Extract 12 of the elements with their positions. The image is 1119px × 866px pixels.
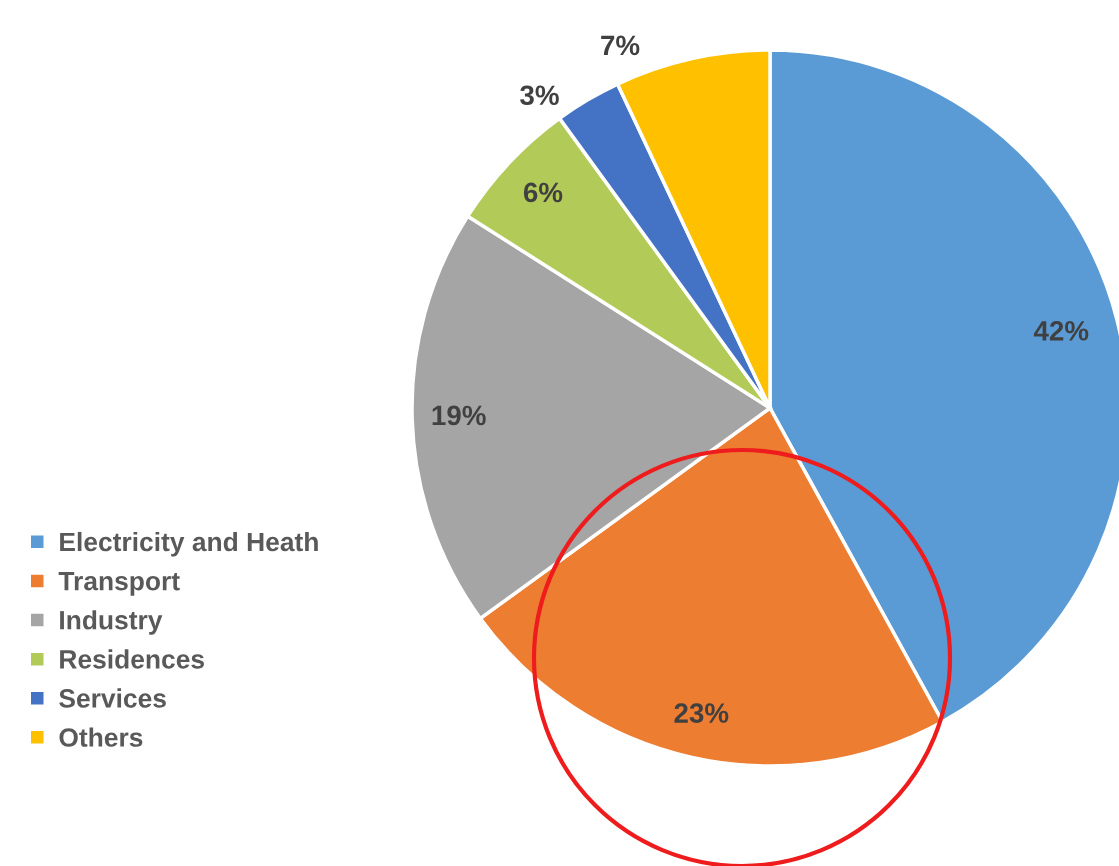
data-label: 6% <box>523 182 563 203</box>
data-label: 23% <box>674 703 729 723</box>
data-label: 19% <box>432 405 486 426</box>
legend-label: Transport <box>58 572 180 596</box>
legend-label: Services <box>59 688 166 708</box>
data-label: 7% <box>601 35 640 56</box>
legend-label: Others <box>59 727 143 747</box>
legend-label: Residences <box>60 649 204 669</box>
legend-label: Electricity and Heath <box>60 531 318 557</box>
data-label: 3% <box>520 85 559 106</box>
legend-label: Industry <box>60 610 163 635</box>
data-label: 42% <box>1033 321 1089 341</box>
